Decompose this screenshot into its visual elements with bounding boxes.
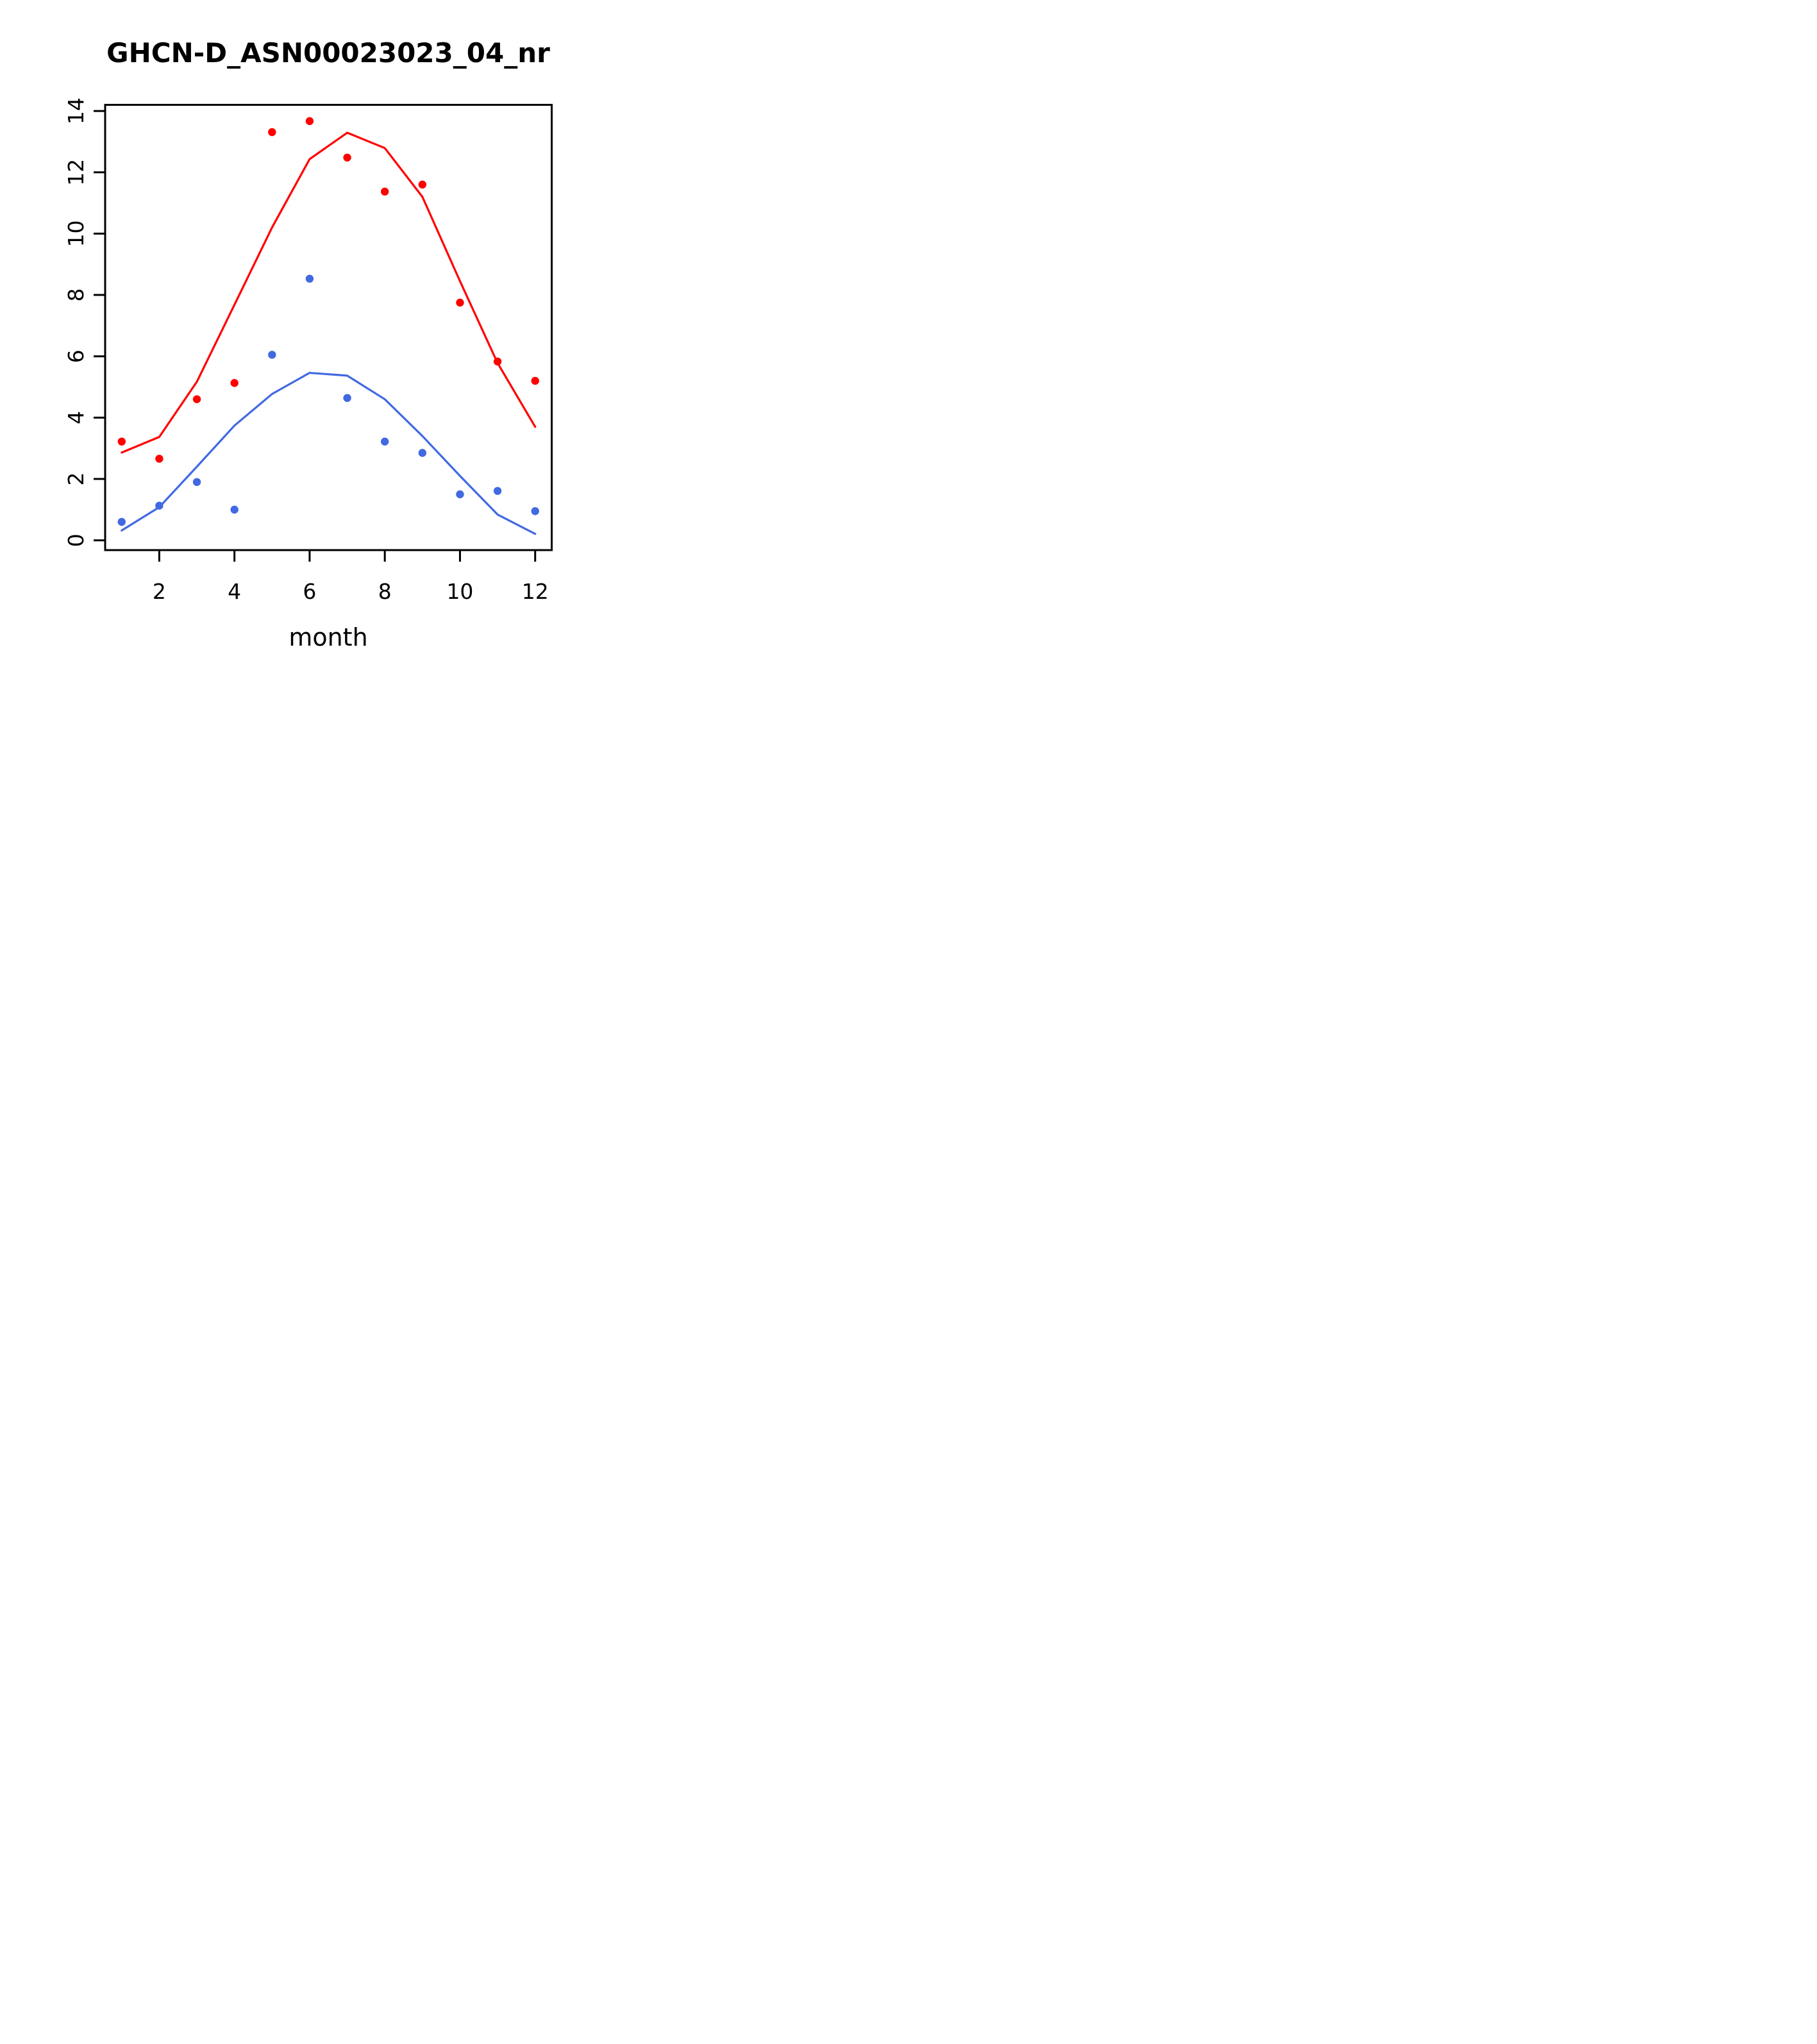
blue-points-point <box>305 274 314 283</box>
red-points-point <box>380 187 389 196</box>
figure: GHCN-D_ASN00023023_04_nr 0 2 4 6 8 10 12 14 2 4 6… <box>0 0 606 682</box>
red-points-point <box>493 357 502 366</box>
y-axis: 0 2 4 6 8 10 12 14 <box>63 97 105 547</box>
x-tick-label: 8 <box>378 579 392 604</box>
red-points-point <box>155 455 163 463</box>
y-tick-label: 14 <box>63 97 88 124</box>
y-tick-label: 6 <box>63 349 88 363</box>
red-points-point <box>230 379 239 387</box>
blue-points-point <box>343 394 351 402</box>
red-points-point <box>456 298 464 307</box>
x-tick-label: 10 <box>446 579 473 604</box>
chart-title: GHCN-D_ASN00023023_04_nr <box>106 37 550 69</box>
blue-points-point <box>230 505 239 514</box>
chart-canvas: GHCN-D_ASN00023023_04_nr 0 2 4 6 8 10 12 14 2 4 6… <box>63 37 553 651</box>
y-tick-label: 12 <box>63 159 88 186</box>
x-tick-label: 2 <box>153 579 166 604</box>
red-points-point <box>305 117 314 126</box>
blue-points-point <box>117 517 126 526</box>
blue-points-point <box>268 351 276 359</box>
blue-points-point <box>192 478 201 487</box>
blue-points-point <box>380 437 389 446</box>
plot-border <box>104 104 553 551</box>
red-points-point <box>531 376 539 385</box>
y-tick-label: 0 <box>63 533 88 547</box>
red-points-point <box>117 437 126 446</box>
blue-points-point <box>531 507 539 515</box>
x-tick-label: 6 <box>303 579 316 604</box>
red-points-point <box>268 128 276 137</box>
x-tick-label: 12 <box>522 579 549 604</box>
plot-area <box>117 117 539 535</box>
y-tick-label: 8 <box>63 289 88 302</box>
red-points-point <box>192 395 201 403</box>
red-fit-line-path <box>121 131 537 454</box>
red-points-point <box>343 153 351 162</box>
x-tick-label: 4 <box>228 579 241 604</box>
blue-fit-line-path <box>121 371 537 535</box>
y-tick-label: 4 <box>63 411 88 424</box>
blue-points-point <box>456 490 464 499</box>
red-points-point <box>418 180 427 189</box>
y-tick-label: 10 <box>63 220 88 247</box>
x-axis: 2 4 6 8 10 12 <box>153 550 549 604</box>
x-axis-label: month <box>289 623 367 651</box>
blue-points-point <box>155 501 163 510</box>
y-tick-label: 2 <box>63 473 88 486</box>
blue-points-point <box>418 449 427 457</box>
blue-points-point <box>493 487 502 495</box>
